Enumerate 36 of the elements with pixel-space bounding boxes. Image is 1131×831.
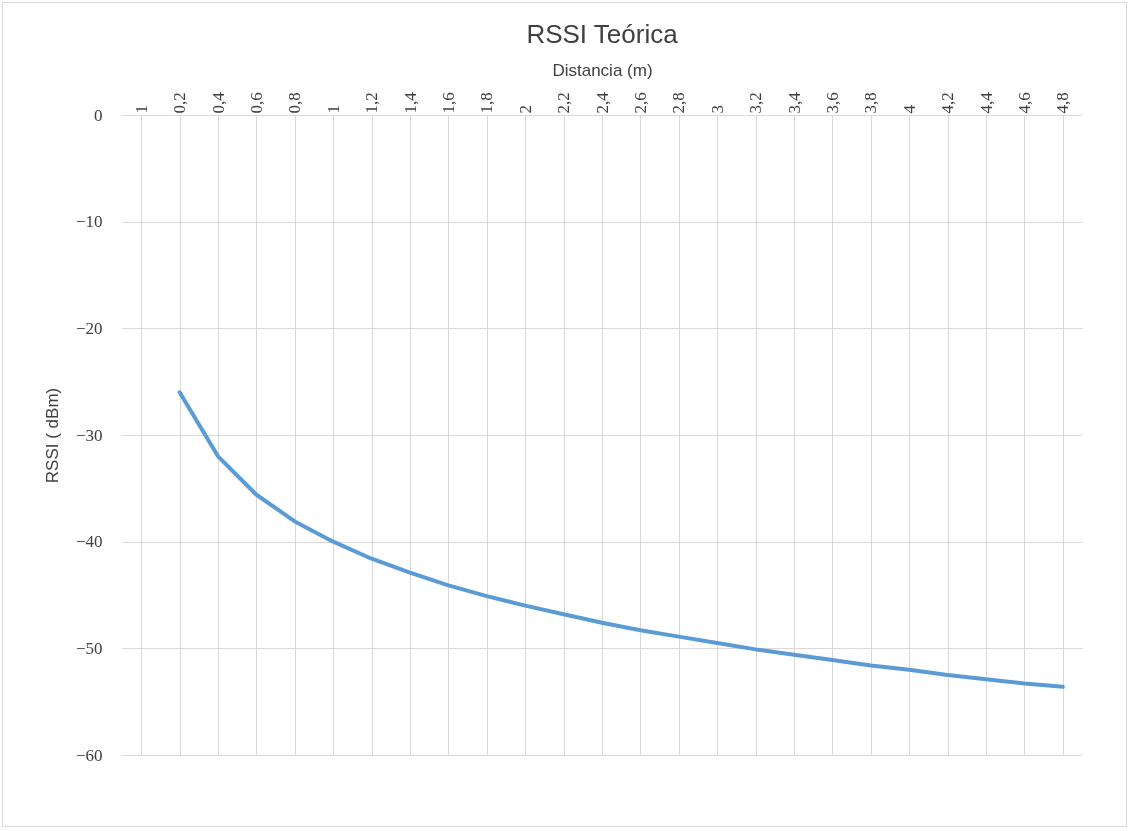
x-tick-label: 0,8 <box>285 92 305 114</box>
y-tick-label: −20 <box>75 318 103 338</box>
x-tick-label: 3,4 <box>784 91 804 114</box>
y-tick-label: −30 <box>75 425 103 445</box>
x-axis-title: Distancia (m) <box>552 61 653 81</box>
x-tick-label: 2,8 <box>669 92 689 114</box>
x-tick-label: 4,6 <box>1014 92 1034 114</box>
y-tick-label: −40 <box>75 532 103 552</box>
x-tick-label: 3,8 <box>861 92 881 114</box>
x-tick-label: 2 <box>515 105 535 114</box>
x-tick-label: 1,8 <box>477 92 497 114</box>
x-tick-label: 2,6 <box>630 92 650 114</box>
x-tick-label: 3,6 <box>822 92 842 114</box>
x-tick-label: 3,2 <box>746 92 766 114</box>
x-tick-label: 1 <box>323 105 343 114</box>
x-tick-label: 0,4 <box>208 91 228 114</box>
x-tick-label: 1,6 <box>438 92 458 114</box>
x-tick-label: 3 <box>707 105 727 114</box>
x-tick-label: 4 <box>899 104 919 114</box>
line-series <box>177 390 1065 689</box>
y-axis-title: RSSI ( dBm) <box>42 387 62 484</box>
y-tick-label: −10 <box>75 212 103 232</box>
chart-title: RSSI Teórica <box>526 18 679 49</box>
x-tick-label: 4,4 <box>976 91 996 114</box>
x-tick-label: 1,2 <box>362 92 382 114</box>
x-tick-label: 0,6 <box>246 92 266 114</box>
x-tick-label: 2,2 <box>554 92 574 114</box>
y-tick-label: −50 <box>75 638 103 658</box>
y-tick-label: 0 <box>94 105 103 125</box>
x-tick-label: 1 <box>131 105 151 114</box>
x-tick-label: 0,2 <box>170 92 190 114</box>
x-tick-label: 4,8 <box>1053 92 1073 114</box>
x-tick-label: 1,4 <box>400 91 420 114</box>
y-tick-label: −60 <box>75 745 103 765</box>
x-tick-label: 2,4 <box>592 91 612 114</box>
x-tick-label: 4,2 <box>938 92 958 114</box>
